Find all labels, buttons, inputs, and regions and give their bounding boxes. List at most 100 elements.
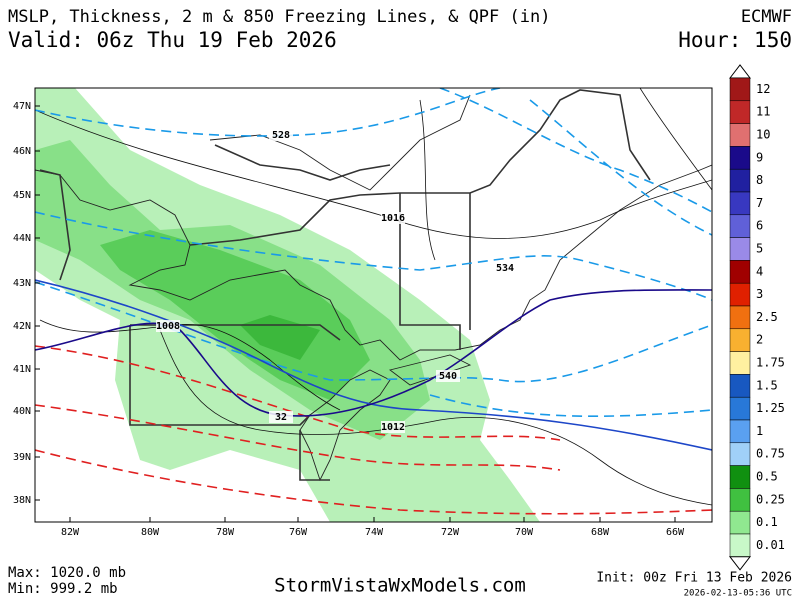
legend-label: 0.1: [756, 515, 778, 529]
contour-label: 534: [496, 263, 514, 274]
valid-time: Valid: 06z Thu 19 Feb 2026: [8, 28, 337, 52]
qpf-area: [240, 315, 320, 360]
lat-label: 47N: [13, 101, 31, 112]
legend-swatch: [729, 396, 751, 421]
min-pressure: Min: 999.2 mb: [8, 581, 118, 597]
legend-swatch: [729, 260, 751, 284]
contour-label-bg: [436, 370, 460, 382]
contour-label-bg: [381, 421, 405, 433]
lat-label: 42N: [13, 321, 31, 332]
legend-label: 0.75: [756, 447, 785, 461]
legend-swatch: [729, 442, 751, 466]
contour-label: 540: [439, 371, 457, 382]
legend-swatch: [729, 214, 751, 238]
legend-swatch: [729, 191, 751, 216]
legend-swatch: [729, 465, 751, 489]
legend-label: 2.5: [756, 310, 778, 324]
legend-swatch: [729, 328, 751, 352]
isobar: [39, 319, 341, 411]
freezing-line: [35, 279, 712, 451]
legend-arrow: [728, 64, 752, 79]
legend-label: 2: [756, 333, 763, 347]
coastline: [388, 354, 472, 386]
legend-label: 6: [756, 219, 763, 233]
legend-label: 3: [756, 287, 763, 301]
lon-label: 82W: [61, 527, 80, 538]
legend-swatch: [729, 374, 751, 398]
lon-label: 78W: [216, 527, 235, 538]
legend-swatch: [729, 168, 751, 193]
contour-label: 32: [275, 412, 287, 423]
forecast-hour: Hour: 150: [678, 28, 792, 52]
legend-swatch: [729, 533, 751, 558]
temperature-line: [35, 449, 712, 515]
contour-label-bg: [381, 212, 405, 224]
legend-label: 0.01: [756, 538, 785, 552]
contour-label-bg: [269, 129, 293, 141]
legend-label: 1.5: [756, 378, 778, 392]
thickness-line: [429, 394, 712, 418]
legend-swatch: [729, 305, 751, 330]
legend-arrow: [728, 556, 752, 571]
thickness-line: [35, 88, 501, 137]
legend-label: 9: [756, 150, 763, 164]
model: ECMWF: [741, 7, 792, 27]
init-time: Init: 00z Fri 13 Feb 2026: [596, 571, 792, 586]
legend-label: 10: [756, 128, 770, 142]
legend-label: 5: [756, 242, 763, 256]
contour-label-bg: [269, 411, 293, 423]
legend-label: 1: [756, 424, 763, 438]
legend-swatch: [729, 488, 751, 512]
legend-label: 1.25: [756, 401, 785, 415]
lat-label: 45N: [13, 190, 31, 201]
isobar: [419, 88, 712, 261]
lat-label: 44N: [13, 233, 31, 244]
border: [214, 144, 391, 181]
timestamp: 2026-02-13-05:36 UTC: [684, 589, 792, 599]
legend-swatch: [729, 237, 751, 261]
border: [39, 89, 651, 281]
temperature-line: [35, 345, 561, 441]
lon-label: 76W: [289, 527, 308, 538]
thickness-line: [35, 211, 712, 301]
legend-swatch: [729, 100, 751, 124]
map: [34, 87, 713, 523]
lon-label: 80W: [141, 527, 160, 538]
max-pressure: Max: 1020.0 mb: [8, 565, 126, 581]
thickness-line: [439, 88, 712, 236]
legend-label: 0.25: [756, 492, 785, 506]
contour-label: 528: [272, 130, 290, 141]
contour-label-bg: [493, 262, 517, 274]
legend-swatch: [729, 146, 751, 170]
legend-label: 7: [756, 196, 763, 210]
lat-label: 38N: [13, 495, 31, 506]
contour-label: 1012: [381, 422, 405, 433]
lat-label: 43N: [13, 278, 31, 289]
legend-swatch: [729, 77, 751, 102]
legend-swatch: [729, 419, 751, 444]
legend-swatch: [729, 123, 751, 147]
lat-label: 40N: [13, 406, 31, 417]
legend-label: 4: [756, 264, 763, 278]
lon-label: 66W: [666, 527, 685, 538]
lon-label: 68W: [591, 527, 610, 538]
isobar: [35, 109, 712, 239]
legend-swatch: [729, 510, 751, 535]
legend-label: 11: [756, 105, 770, 119]
lat-label: 41N: [13, 364, 31, 375]
title: MSLP, Thickness, 2 m & 850 Freezing Line…: [8, 7, 550, 27]
contour-label-bg: [156, 320, 180, 332]
lat-label: 39N: [13, 452, 31, 463]
contour-label: 1016: [381, 213, 405, 224]
legend-label: 1.75: [756, 356, 785, 370]
temperature-line: [35, 404, 561, 471]
border: [129, 193, 471, 481]
legend-label: 12: [756, 82, 770, 96]
coastline: [209, 94, 471, 191]
lon-label: 74W: [365, 527, 384, 538]
lon-label: 70W: [515, 527, 534, 538]
lat-label: 46N: [13, 146, 31, 157]
legend-label: 8: [756, 173, 763, 187]
legend-label: 0.5: [756, 470, 778, 484]
